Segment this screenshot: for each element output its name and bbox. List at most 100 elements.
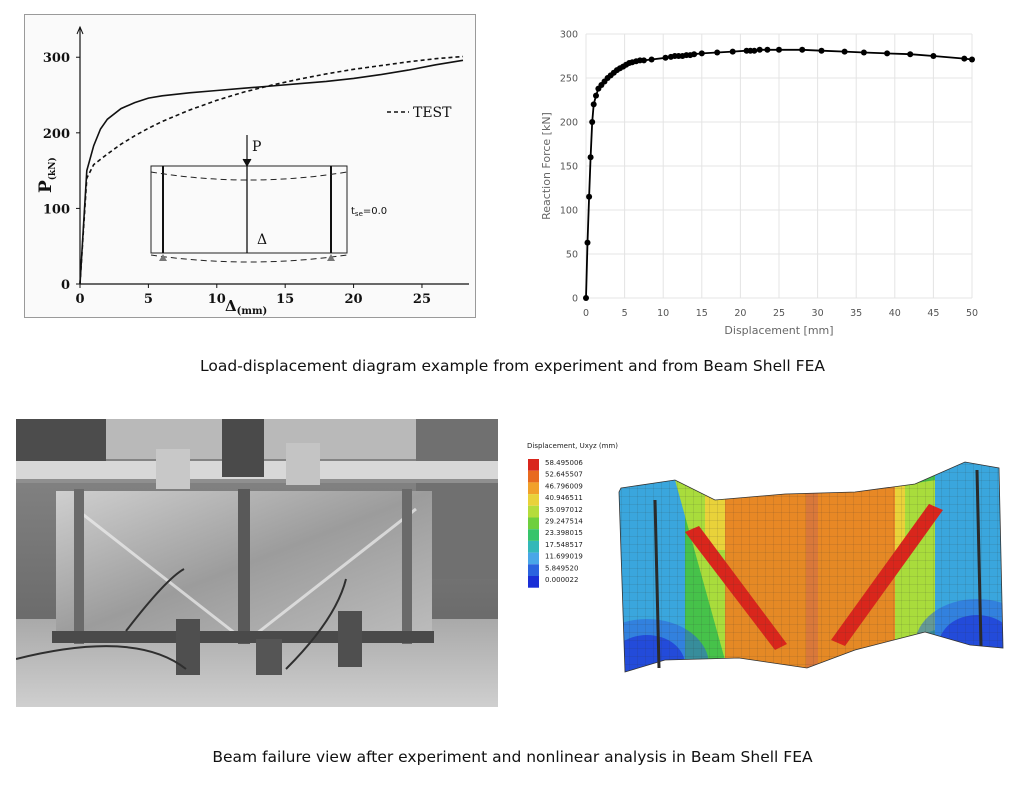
stiffener-label: tse=0.0: [351, 206, 387, 218]
legend-color-swatch: [528, 494, 539, 506]
x-tick-label: 15: [276, 292, 294, 307]
legend-value: 29.247514: [545, 518, 583, 526]
fea-contour-view: Displacement, Uxyz (mm) 58.495006 52.6455…: [525, 440, 1005, 690]
x-tick-label: 40: [889, 308, 901, 319]
y-tick-label: 150: [560, 162, 578, 173]
x-tick-label: 10: [657, 308, 669, 319]
x-tick-label: 35: [850, 308, 862, 319]
y-axis-label: Reaction Force [kN]: [540, 112, 553, 220]
experiment-photo: [16, 419, 498, 707]
x-tick-label: 0: [583, 308, 589, 319]
legend-value: 58.495006: [545, 459, 583, 467]
data-point: [590, 101, 597, 108]
data-point: [776, 46, 782, 53]
x-tick-label: 20: [734, 308, 746, 319]
legend-value: 5.849520: [545, 564, 578, 572]
x-tick-label: 25: [413, 292, 431, 307]
x-tick-label: 5: [622, 308, 628, 319]
y-tick-label: 0: [572, 294, 578, 305]
legend-color-swatch: [528, 576, 539, 588]
legend-color-swatch: [528, 470, 539, 483]
y-tick-label: 0: [61, 278, 70, 293]
x-tick-label: 50: [966, 308, 978, 319]
data-point: [698, 50, 705, 57]
data-point: [961, 55, 968, 62]
legend-color-swatch: [528, 482, 539, 495]
y-tick-label: 200: [560, 118, 578, 129]
data-point: [648, 56, 655, 63]
inset-deformed-bottom: [150, 254, 348, 263]
data-point: [640, 57, 647, 64]
y-tick-label: 100: [560, 206, 578, 217]
legend-value: 17.548517: [545, 541, 583, 549]
fea-legend-title: Displacement, Uxyz (mm): [527, 442, 618, 450]
x-tick-label: 10: [208, 292, 226, 307]
data-point: [884, 50, 891, 57]
inset-deformed-top: [150, 171, 348, 181]
x-tick-label: 5: [144, 292, 153, 307]
data-point: [729, 48, 736, 55]
right-support-icon: [327, 254, 335, 261]
legend-value: 46.796009: [545, 482, 583, 490]
data-point: [593, 92, 599, 99]
legend-color-swatch: [528, 540, 539, 553]
data-point: [841, 48, 848, 55]
data-point: [583, 295, 589, 301]
y-tick-label: 300: [43, 51, 70, 66]
x-tick-label: 15: [696, 308, 708, 319]
fea-contour-drawing: Displacement, Uxyz (mm) 58.495006 52.6455…: [527, 442, 1004, 673]
series-test-line: [79, 55, 464, 285]
legend-color-swatch: [528, 517, 539, 530]
y-tick-label: 100: [43, 202, 70, 217]
legend-value: 35.097012: [545, 506, 583, 514]
legend-test-label: TEST: [413, 105, 452, 121]
fea-chart: 0 5 10 15 20 25 30 35 40 45 50 0 50 100 150 200 250 300 Di…: [530, 22, 982, 342]
legend-value: 40.946511: [545, 494, 583, 502]
data-point: [587, 154, 594, 161]
x-tick-label: 45: [927, 308, 939, 319]
data-point: [589, 119, 596, 125]
data-point: [930, 53, 937, 59]
legend-value: 0.000022: [545, 576, 578, 584]
legend-value: 52.645507: [545, 471, 583, 479]
x-axis-label: Displacement [mm]: [724, 324, 833, 337]
data-point: [714, 49, 721, 56]
x-tick-label: 20: [345, 292, 363, 307]
x-axis-label: Δ(mm): [225, 297, 267, 317]
data-point: [756, 46, 763, 53]
fea-chart-svg: 0 5 10 15 20 25 30 35 40 45 50 0 50 100 150 200 250 300 Di…: [540, 30, 978, 338]
data-point: [907, 51, 914, 58]
load-label: P: [252, 139, 261, 155]
left-support-icon: [159, 254, 167, 261]
deflection-label: Δ: [257, 232, 267, 248]
y-tick-label: 50: [566, 250, 578, 261]
fea-color-legend: 58.495006 52.645507 46.796009 40.946511 35.0…: [528, 459, 583, 588]
series-fea-line: [79, 59, 464, 285]
load-arrowhead: [242, 158, 252, 168]
caption-charts: Load-displacement diagram example from e…: [200, 357, 825, 375]
experiment-chart-svg: 0 5 10 15 20 25 0 100 200 300 Δ(mm) P(kN) P Δtse=0.0…: [36, 25, 469, 317]
legend-value: 11.699019: [545, 553, 583, 561]
legend-color-swatch: [528, 505, 539, 518]
x-tick-label: 0: [75, 292, 84, 307]
legend-color-swatch: [528, 459, 539, 471]
data-point: [764, 46, 771, 53]
data-point: [586, 193, 593, 200]
legend-color-swatch: [528, 552, 539, 565]
y-tick-label: 250: [560, 74, 578, 85]
data-point: [691, 51, 698, 58]
x-tick-label: 25: [773, 308, 785, 319]
caption-photos: Beam failure view after experiment and n…: [212, 748, 813, 766]
legend-color-swatch: [528, 529, 539, 541]
x-tick-label: 30: [812, 308, 824, 319]
data-point: [751, 47, 758, 54]
legend-color-swatch: [528, 564, 539, 576]
data-point: [662, 54, 669, 61]
legend-value: 23.398015: [545, 529, 583, 537]
y-tick-label: 200: [43, 127, 70, 142]
y-axis-arrow: [76, 25, 84, 35]
data-point: [818, 47, 825, 54]
data-point: [969, 56, 975, 63]
